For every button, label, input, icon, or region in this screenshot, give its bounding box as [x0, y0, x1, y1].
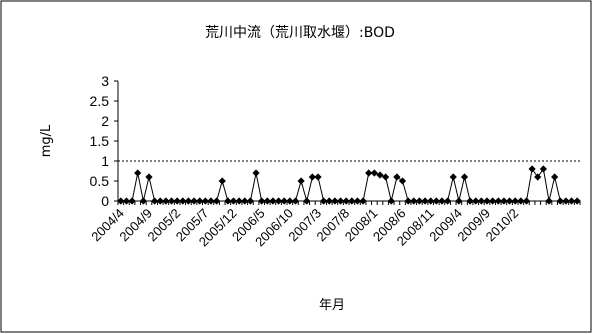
data-point [151, 197, 159, 205]
data-point [196, 197, 204, 205]
data-point [382, 173, 390, 181]
data-point [438, 197, 446, 205]
data-point [432, 197, 440, 205]
data-point [545, 197, 553, 205]
data-point [421, 197, 429, 205]
data-point [122, 197, 131, 205]
data-point [500, 197, 508, 205]
data-point [376, 171, 384, 179]
data-point [489, 197, 497, 205]
data-point [398, 177, 407, 185]
data-point [359, 197, 367, 205]
data-point [320, 197, 328, 205]
data-point [117, 197, 125, 205]
data-point [303, 197, 311, 205]
data-point [370, 169, 378, 177]
data-point [167, 197, 176, 205]
data-point [427, 197, 435, 205]
data-point [128, 197, 136, 205]
data-point [483, 197, 491, 205]
data-point [314, 173, 322, 181]
data-point [562, 197, 570, 205]
data-point [190, 197, 198, 205]
data-point [443, 197, 452, 205]
data-point [494, 197, 502, 205]
data-point [336, 197, 345, 205]
data-point [477, 197, 486, 205]
data-point [325, 197, 333, 205]
data-point [212, 197, 221, 205]
data-point [517, 197, 525, 205]
data-point [246, 197, 255, 205]
data-point [179, 197, 187, 205]
data-point [466, 197, 474, 205]
data-point [139, 197, 147, 205]
data-point [472, 197, 480, 205]
data-point [229, 197, 238, 205]
data-point [274, 197, 283, 205]
data-point [455, 197, 463, 205]
data-point [460, 173, 469, 181]
chart-title: 荒川中流（荒川取水堰）:BOD [205, 25, 395, 41]
data-point [505, 197, 514, 205]
data-point [280, 197, 288, 205]
y-tick-label: 2 [101, 113, 109, 129]
data-point [551, 173, 559, 181]
data-point [201, 197, 209, 205]
y-axis-label: mg/L [39, 124, 54, 157]
data-point [528, 165, 536, 173]
x-axis-label: 年月 [319, 298, 345, 313]
y-tick-label: 0.5 [90, 173, 110, 189]
data-point [263, 197, 271, 205]
data-point [404, 197, 412, 205]
data-point [348, 197, 356, 205]
y-tick-label: 2.5 [90, 93, 110, 109]
data-point [556, 197, 564, 205]
data-point [218, 177, 226, 185]
y-tick-label: 0 [101, 193, 109, 209]
data-point [252, 169, 260, 177]
data-point [241, 197, 249, 205]
data-point [286, 197, 294, 205]
data-point [415, 197, 424, 205]
data-point [297, 177, 305, 185]
data-point [162, 197, 170, 205]
data-point [235, 197, 243, 205]
data-point [353, 197, 362, 205]
data-point [145, 173, 153, 181]
data-point [134, 169, 142, 177]
data-point [156, 197, 164, 205]
data-point [308, 173, 316, 181]
data-point [331, 197, 339, 205]
data-point [258, 197, 266, 205]
data-point [387, 197, 395, 205]
data-point [173, 197, 181, 205]
data-point [522, 197, 531, 205]
data-point [449, 173, 457, 181]
data-point [184, 197, 193, 205]
data-point [511, 197, 519, 205]
data-point [573, 197, 581, 205]
data-point [410, 197, 418, 205]
data-point [224, 197, 232, 205]
y-tick-label: 1.5 [90, 133, 110, 149]
y-tick-label: 3 [101, 73, 109, 89]
y-tick-label: 1 [101, 153, 109, 169]
data-point [567, 197, 576, 205]
data-point [539, 165, 547, 173]
data-point [534, 173, 542, 181]
data-point [291, 197, 300, 205]
data-point [365, 169, 373, 177]
data-point [393, 173, 401, 181]
data-point [269, 197, 277, 205]
data-point [342, 197, 350, 205]
data-point [207, 197, 215, 205]
